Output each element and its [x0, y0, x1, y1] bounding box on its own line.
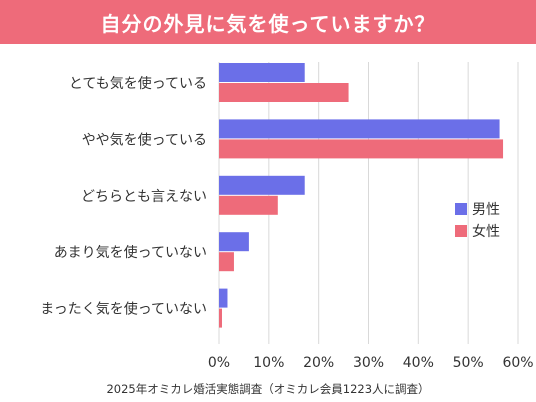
bar: [219, 83, 349, 102]
x-tick-label: 10%: [253, 355, 284, 371]
bar: [219, 195, 278, 215]
bar: [219, 252, 234, 272]
x-tick-label: 50%: [453, 355, 484, 371]
bar: [219, 139, 504, 159]
x-tick-label: 40%: [403, 355, 434, 371]
bar-chart: 0% 10% 20% 30% 40% 50% 60% とても気を使っているやや気を使っているど…: [40, 62, 534, 371]
bar: [219, 232, 249, 252]
bar: [219, 119, 500, 139]
source-note: 2025年オミカレ婚活実態調査（オミカレ会員1223人に調査）: [106, 382, 430, 396]
x-tick-label: 30%: [353, 355, 384, 371]
x-tick-label: 20%: [303, 355, 334, 371]
bar: [219, 308, 222, 328]
bar: [219, 63, 305, 82]
bar: [219, 288, 228, 308]
legend-label: 男性: [472, 202, 500, 218]
category-label: とても気を使っている: [69, 75, 207, 92]
legend-swatch: [455, 225, 467, 237]
x-tick-label: 60%: [502, 355, 533, 371]
category-label: どちらとも言えない: [81, 189, 207, 205]
category-label: まったく気を使っていない: [40, 301, 207, 318]
legend-label: 女性: [472, 223, 500, 240]
bar: [219, 175, 305, 195]
category-label: あまり気を使っていない: [54, 244, 207, 261]
chart-title: 自分の外見に気を使っていますか？: [100, 11, 436, 36]
legend-swatch: [455, 203, 467, 215]
title-bar: 自分の外見に気を使っていますか？: [0, 0, 536, 44]
category-label: やや気を使っている: [82, 131, 207, 148]
x-tick-label: 0%: [208, 355, 230, 371]
